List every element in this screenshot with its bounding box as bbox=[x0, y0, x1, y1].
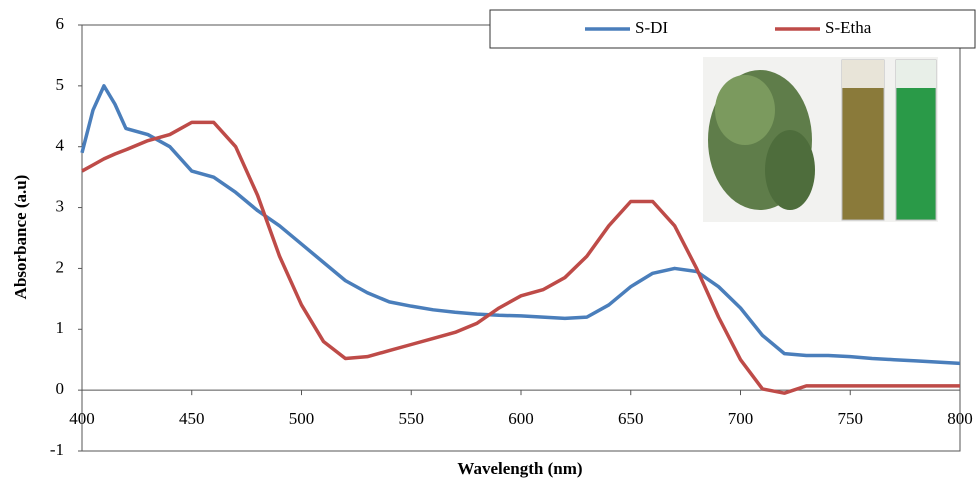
x-tick-label: 650 bbox=[618, 409, 644, 428]
x-tick-label: 450 bbox=[179, 409, 205, 428]
legend-label: S-Etha bbox=[825, 18, 872, 37]
y-tick-label: 6 bbox=[56, 14, 65, 33]
legend-box bbox=[489, 9, 976, 49]
x-axis-title: Wavelength (nm) bbox=[457, 459, 582, 478]
y-tick-label: 1 bbox=[56, 318, 65, 337]
x-tick-label: 500 bbox=[289, 409, 315, 428]
y-tick-label: 0 bbox=[56, 379, 65, 398]
y-axis-title: Absorbance (a.u) bbox=[11, 175, 30, 300]
y-tick-label: 3 bbox=[56, 196, 65, 215]
y-tick-label: 4 bbox=[56, 136, 65, 155]
data-line bbox=[81, 120, 960, 395]
data-line bbox=[80, 84, 961, 366]
inset-photo bbox=[703, 57, 938, 222]
x-tick-label: 550 bbox=[399, 409, 425, 428]
legend: S-DI S-Etha bbox=[489, 9, 976, 49]
y-tick-label: 5 bbox=[56, 75, 65, 94]
legend-label: S-DI bbox=[635, 18, 668, 37]
x-tick-label: 700 bbox=[728, 409, 754, 428]
x-tick-label: 750 bbox=[838, 409, 864, 428]
x-tick-label: 800 bbox=[947, 409, 973, 428]
y-tick-label: -1 bbox=[50, 440, 64, 459]
x-tick-label: 400 bbox=[69, 409, 95, 428]
x-tick-label: 600 bbox=[508, 409, 534, 428]
y-tick-label: 2 bbox=[56, 257, 65, 276]
